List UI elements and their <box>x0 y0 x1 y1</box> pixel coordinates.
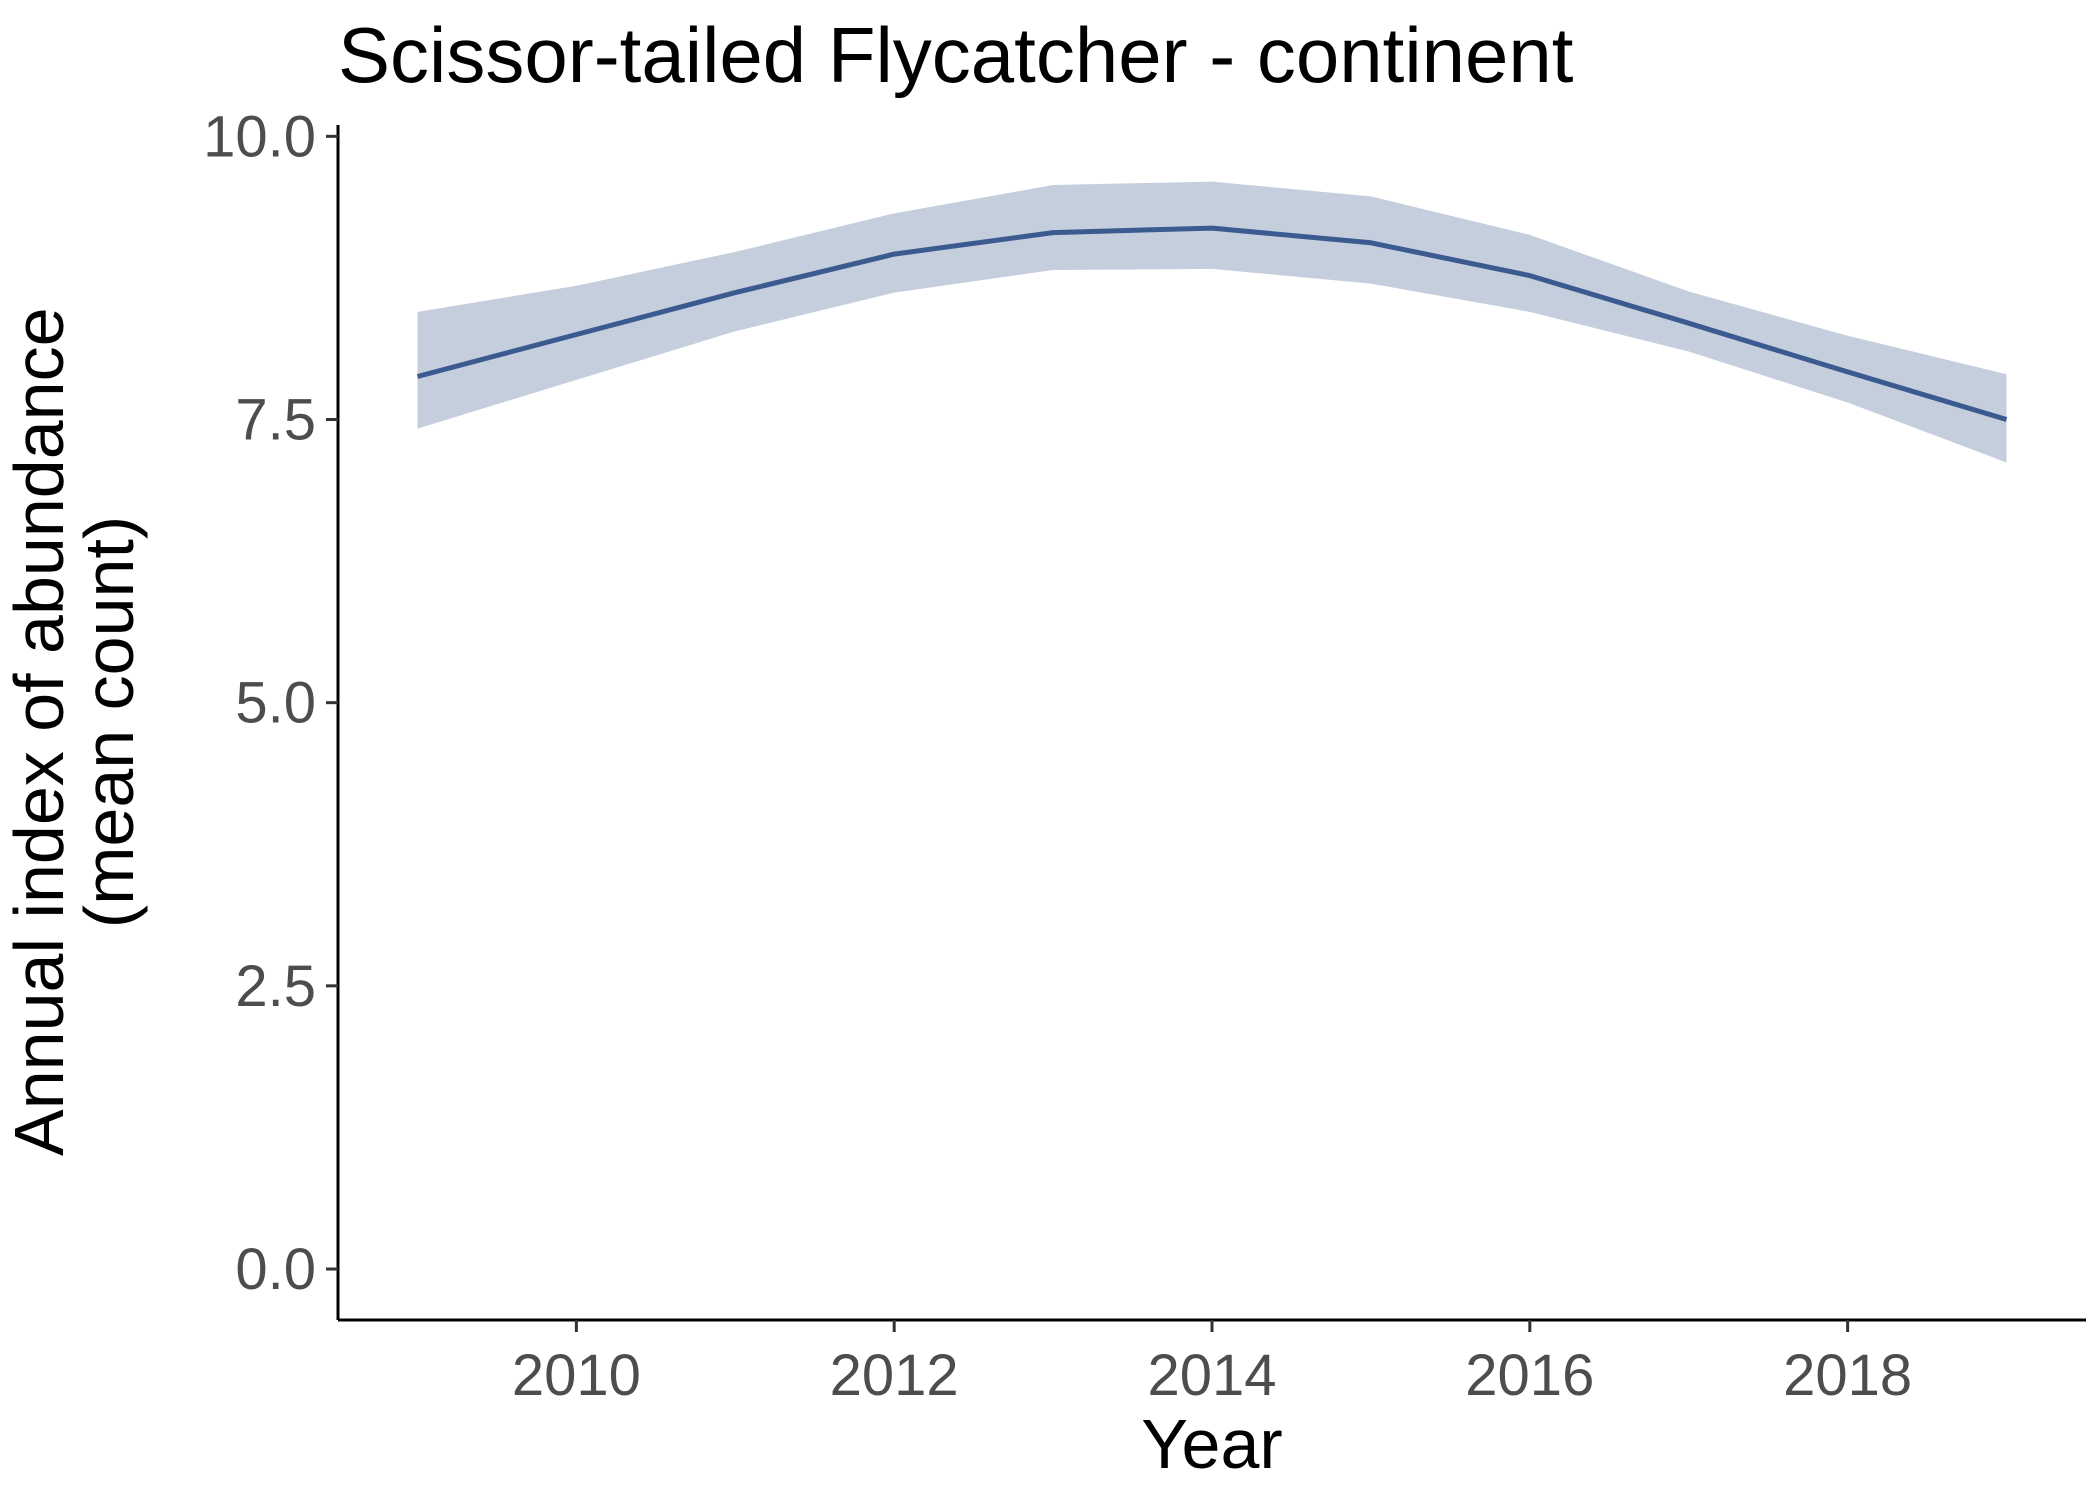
chart-title: Scissor-tailed Flycatcher - continent <box>338 11 1574 99</box>
y-axis-title: Annual index of abundance (mean count) <box>0 288 148 1156</box>
y-tick-label: 7.5 <box>235 388 316 453</box>
y-axis-title-line-1: Annual index of abundance <box>0 307 78 1155</box>
y-tick-label: 0.0 <box>235 1237 316 1302</box>
trend-line <box>416 225 2008 422</box>
x-axis-title: Year <box>1141 1405 1282 1483</box>
y-tick-label: 10.0 <box>203 104 316 169</box>
confidence-band <box>417 181 2007 463</box>
x-tick-label: 2016 <box>1465 1343 1594 1408</box>
plot-area <box>416 181 2008 463</box>
y-axis-title-line-2: (mean count) <box>70 516 148 928</box>
x-tick-label: 2018 <box>1783 1343 1912 1408</box>
x-tick-label: 2014 <box>1147 1343 1276 1408</box>
y-tick-label: 2.5 <box>235 954 316 1019</box>
y-tick-label: 5.0 <box>235 671 316 736</box>
x-tick-label: 2010 <box>512 1343 641 1408</box>
x-tick-label: 2012 <box>830 1343 959 1408</box>
y-axis: 0.0 2.5 5.0 7.5 10.0 <box>203 104 338 1302</box>
x-axis: 2010 2012 2014 2016 2018 <box>512 1320 1912 1408</box>
